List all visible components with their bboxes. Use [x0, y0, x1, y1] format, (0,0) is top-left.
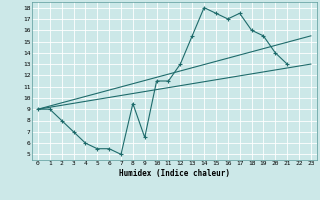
X-axis label: Humidex (Indice chaleur): Humidex (Indice chaleur)	[119, 169, 230, 178]
